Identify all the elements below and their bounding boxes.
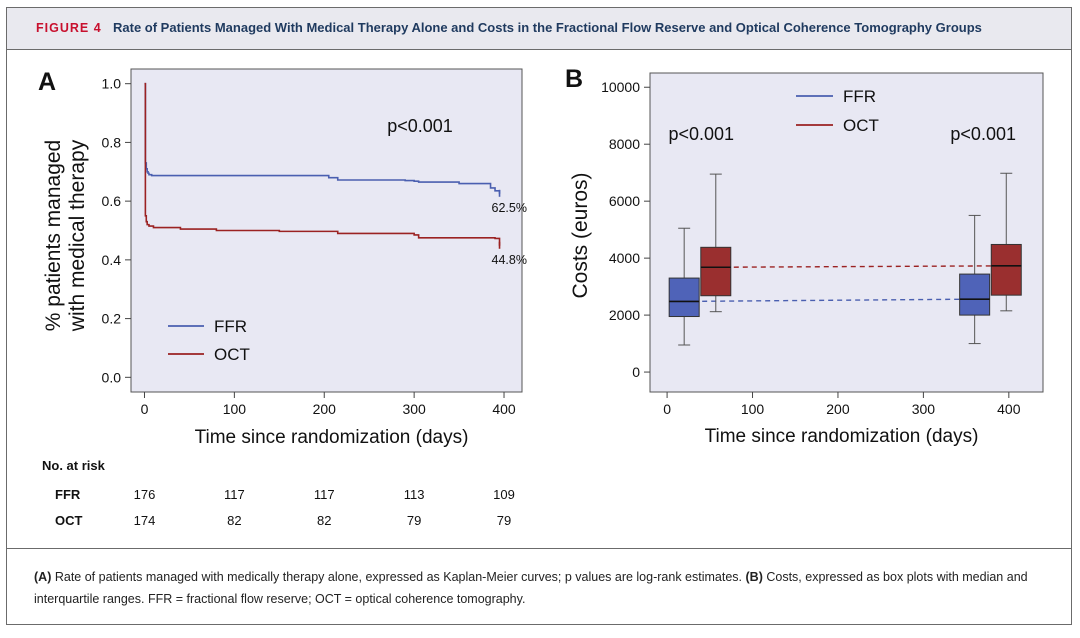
km-x-tick-label: 0 — [141, 401, 149, 417]
km-y-tick-label: 0.6 — [102, 193, 122, 209]
at-risk-value: 117 — [314, 487, 335, 502]
figure-caption: (A) Rate of patients managed with medica… — [34, 566, 1044, 610]
at-risk-title: No. at risk — [42, 458, 106, 473]
km-end-label-ffr: 62.5% — [492, 201, 527, 215]
km-y-tick-label: 0.2 — [102, 311, 122, 327]
figure-label: FIGURE 4 — [36, 21, 102, 35]
cost-y-axis-title: Costs (euros) — [569, 172, 592, 298]
km-plot-area — [130, 68, 523, 393]
at-risk-value: 176 — [134, 487, 156, 502]
km-chart: A 0.0 0.2 0.4 0.6 0.8 1.0 0 100 200 300 400 Time sin… — [38, 68, 527, 528]
cost-x-tick-label: 200 — [826, 401, 850, 417]
km-p-value: p<0.001 — [387, 116, 453, 136]
at-risk-value: 113 — [404, 487, 425, 502]
cost-y-tick-label: 0 — [632, 364, 640, 380]
at-risk-value: 82 — [227, 513, 241, 528]
cost-x-tick-label: 300 — [912, 401, 936, 417]
km-y-tick-label: 0.8 — [102, 134, 122, 150]
box-iqr — [668, 277, 700, 318]
at-risk-value: 117 — [224, 487, 245, 502]
cost-legend-label-oct: OCT — [843, 116, 879, 135]
figure-frame: FIGURE 4 Rate of Patients Managed With M… — [6, 7, 1072, 625]
at-risk-value: 79 — [497, 513, 511, 528]
caption-b-label: (B) — [745, 570, 763, 584]
km-x-axis-title: Time since randomization (days) — [195, 427, 469, 448]
figure-title: Rate of Patients Managed With Medical Th… — [113, 20, 982, 35]
km-curve-oct — [144, 82, 501, 246]
km-legend-label-ffr: FFR — [214, 317, 247, 336]
at-risk-value: 174 — [134, 513, 156, 528]
cost-y-tick-label: 2000 — [609, 307, 640, 323]
km-x-tick-label: 400 — [492, 401, 516, 417]
km-y-tick-label: 1.0 — [102, 76, 122, 92]
caption-b-text: Costs, expressed as box plots with media… — [34, 570, 1028, 606]
km-legend-label-oct: OCT — [214, 345, 250, 364]
box-plot-ffr — [668, 227, 700, 346]
km-y-axis-title-line: with medical therapy — [66, 139, 89, 332]
box-plot-ffr — [959, 214, 991, 345]
panel-b-label: B — [565, 65, 583, 93]
cost-x-tick-label: 400 — [997, 401, 1021, 417]
box-iqr — [990, 243, 1022, 296]
box-iqr — [959, 273, 991, 316]
box-plot-oct — [990, 172, 1022, 312]
km-end-label-oct: 44.8% — [492, 253, 527, 267]
caption-a-text: Rate of patients managed with medically … — [54, 570, 743, 584]
cost-y-tick-label: 10000 — [601, 79, 640, 95]
cost-y-tick-label: 4000 — [609, 250, 640, 266]
box-iqr — [700, 246, 732, 297]
figure-header: FIGURE 4 Rate of Patients Managed With M… — [7, 8, 1071, 50]
cost-x-tick-label: 0 — [663, 401, 671, 417]
km-x-tick-label: 100 — [223, 401, 247, 417]
km-x-tick-label: 200 — [313, 401, 337, 417]
box-plot-oct — [700, 173, 732, 313]
km-y-tick-label: 0.4 — [102, 252, 122, 268]
cost-x-tick-label: 100 — [741, 401, 765, 417]
cost-p-value: p<0.001 — [668, 124, 734, 144]
km-y-axis-title-line: % patients managed — [42, 140, 65, 331]
cost-x-axis-title: Time since randomization (days) — [705, 426, 979, 447]
cost-legend-label-ffr: FFR — [843, 87, 876, 106]
caption-a-label: (A) — [34, 570, 52, 584]
cost-chart: B 0 2000 4000 6000 8000 10000 0 100 200 300 400 Time… — [565, 65, 1044, 447]
caption-divider — [7, 548, 1071, 549]
cost-y-tick-label: 8000 — [609, 136, 640, 152]
at-risk-value: 79 — [407, 513, 421, 528]
panel-a-label: A — [38, 68, 56, 96]
cost-p-value: p<0.001 — [950, 124, 1016, 144]
at-risk-row-label: OCT — [55, 513, 83, 528]
km-y-tick-label: 0.0 — [102, 369, 122, 385]
cost-y-axis-title-group: Costs (euros) — [569, 172, 592, 298]
km-y-axis-title: % patients managed with medical therapy — [42, 139, 89, 332]
cost-trend-line-ffr — [684, 298, 975, 303]
cost-plot-area — [649, 72, 1044, 393]
km-x-tick-label: 300 — [402, 401, 426, 417]
at-risk-row-label: FFR — [55, 487, 81, 502]
at-risk-value: 109 — [493, 487, 515, 502]
cost-trend-line-oct — [715, 265, 1007, 268]
km-curve-ffr — [144, 82, 501, 194]
cost-y-tick-label: 6000 — [609, 193, 640, 209]
at-risk-value: 82 — [317, 513, 331, 528]
